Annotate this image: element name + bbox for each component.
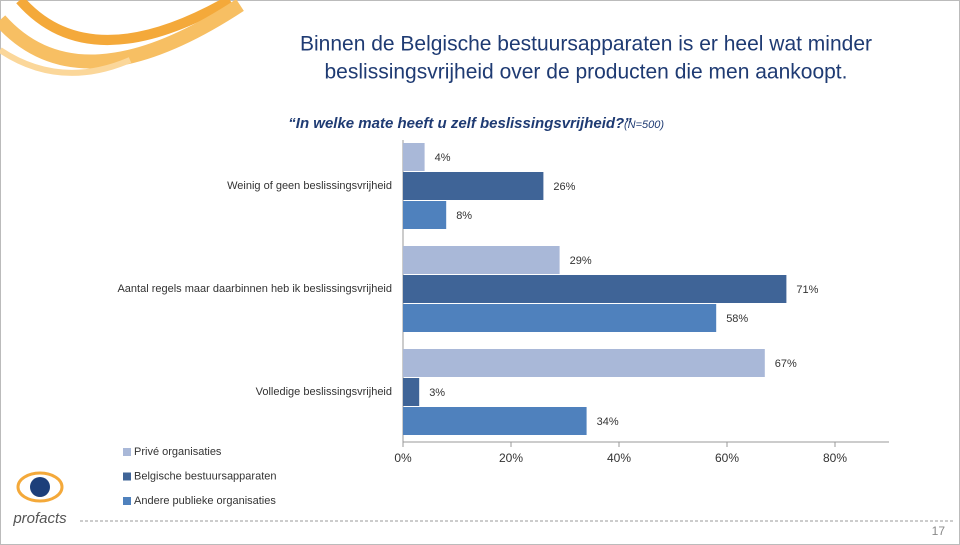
logo-ring	[16, 471, 64, 503]
bar	[403, 246, 560, 274]
legend-label: Andere publieke organisaties	[134, 495, 276, 507]
legend-swatch	[123, 448, 131, 456]
x-tick-label: 0%	[394, 451, 412, 465]
legend-label: Privé organisaties	[134, 446, 222, 458]
value-label: 67%	[775, 358, 797, 370]
legend-label: Belgische bestuursapparaten	[134, 470, 276, 482]
value-label: 4%	[435, 152, 451, 164]
value-label: 26%	[553, 181, 575, 193]
value-label: 34%	[597, 416, 619, 428]
bar	[403, 275, 787, 303]
value-label: 8%	[456, 210, 472, 222]
x-tick-label: 80%	[823, 451, 847, 465]
x-tick-label: 40%	[607, 451, 631, 465]
bar	[403, 378, 420, 406]
bar	[403, 407, 587, 435]
category-label: Weinig of geen beslissingsvrijheid	[227, 180, 392, 192]
value-label: 58%	[726, 313, 748, 325]
swoosh	[16, 0, 233, 45]
title-line: Binnen de Belgische bestuursapparaten is…	[300, 33, 872, 56]
x-tick-label: 60%	[715, 451, 739, 465]
title-line: beslissingsvrijheid over de producten di…	[325, 61, 848, 84]
value-label: 3%	[429, 387, 445, 399]
subtitle: “In welke mate heeft u zelf beslissingsv…	[288, 115, 632, 132]
x-tick-label: 20%	[499, 451, 523, 465]
value-label: 29%	[570, 255, 592, 267]
category-label: Aantal regels maar daarbinnen heb ik bes…	[117, 283, 392, 295]
swoosh	[0, 0, 244, 69]
value-label: 71%	[796, 284, 818, 296]
logo-dot	[30, 477, 50, 497]
bar	[403, 143, 425, 171]
page-number: 17	[932, 524, 946, 538]
bar	[403, 201, 447, 229]
category-label: Volledige beslissingsvrijheid	[256, 386, 392, 398]
legend-swatch	[123, 497, 131, 505]
bar	[403, 349, 765, 377]
subtitle-note: (N=500)	[624, 119, 664, 131]
bar	[403, 304, 717, 332]
bar	[403, 172, 544, 200]
swoosh	[0, 47, 132, 76]
logo-text: profacts	[12, 510, 67, 527]
legend-swatch	[123, 472, 131, 481]
